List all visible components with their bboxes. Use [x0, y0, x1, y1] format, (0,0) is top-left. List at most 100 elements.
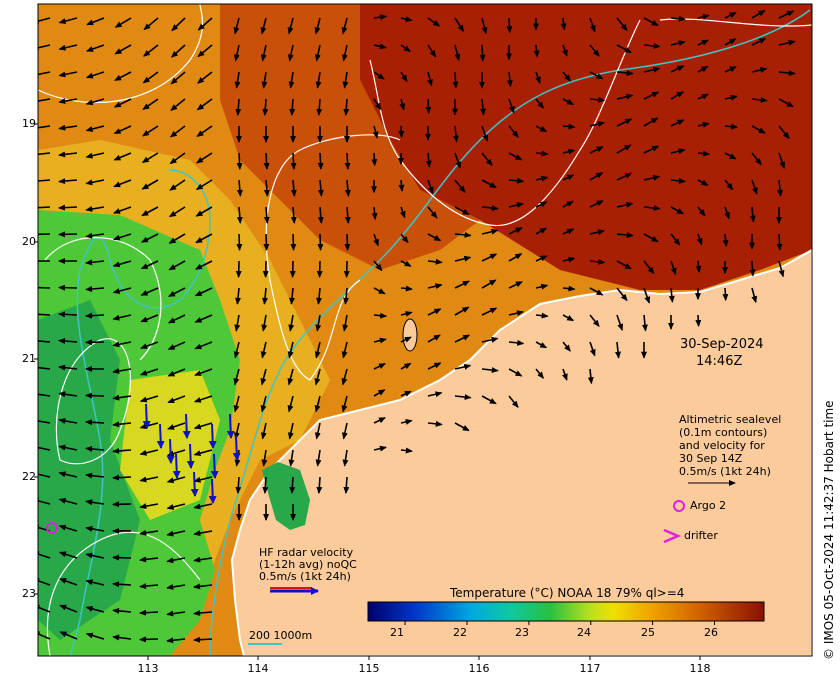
velocity-arrow — [314, 17, 321, 35]
velocity-arrow — [317, 233, 324, 251]
velocity-arrow — [38, 551, 51, 559]
velocity-arrow — [697, 65, 709, 73]
velocity-arrow — [697, 13, 710, 20]
velocity-arrow — [287, 368, 294, 386]
land-mainland — [230, 248, 812, 656]
velocity-arrow — [288, 449, 295, 467]
velocity-arrow — [171, 17, 186, 32]
velocity-arrow — [263, 206, 270, 224]
velocity-arrow — [561, 368, 568, 381]
colorbar-title: Temperature (°C) NOAA 18 79% ql>=4 — [450, 586, 685, 600]
velocity-arrow — [288, 71, 295, 89]
velocity-arrow — [427, 334, 441, 343]
velocity-arrow — [454, 394, 472, 401]
hf-arrow — [166, 438, 175, 464]
velocity-arrow — [343, 476, 350, 494]
bathy-contour-1000m — [69, 169, 211, 656]
velocity-arrow — [113, 125, 132, 135]
imos-credit: © IMOS 05-Oct-2024 11:42:37 Hobart time — [822, 400, 836, 660]
velocity-arrow — [589, 17, 596, 33]
velocity-arrow — [139, 636, 159, 643]
velocity-arrow — [85, 392, 105, 399]
velocity-arrow — [722, 287, 729, 302]
velocity-arrow — [427, 283, 443, 290]
velocity-arrow — [697, 179, 709, 187]
velocity-arrow — [508, 281, 523, 289]
velocity-arrow — [643, 117, 659, 127]
velocity-arrow — [114, 71, 132, 82]
sea-red-orange — [220, 4, 480, 270]
velocity-arrow — [169, 179, 186, 191]
velocity-arrow — [139, 449, 159, 456]
velocity-arrow — [193, 530, 213, 537]
velocity-arrow — [670, 65, 685, 73]
velocity-arrow — [722, 233, 729, 248]
velocity-arrow — [38, 604, 51, 613]
velocity-arrow — [668, 287, 675, 303]
velocity-arrow — [166, 610, 186, 617]
velocity-arrow — [778, 125, 790, 140]
velocity-arrow — [400, 44, 411, 52]
argo-float-marker — [46, 522, 58, 534]
velocity-arrow — [643, 260, 655, 275]
velocity-arrow — [400, 362, 412, 370]
velocity-arrow — [112, 287, 132, 294]
velocity-arrow — [670, 177, 686, 184]
velocity-arrow — [479, 44, 486, 62]
colorbar-tick-label: 25 — [641, 626, 655, 639]
velocity-arrow — [616, 44, 632, 54]
velocity-arrow — [316, 98, 323, 116]
velocity-arrow — [85, 206, 105, 212]
velocity-arrow — [616, 118, 633, 127]
velocity-arrow — [399, 206, 406, 219]
velocity-arrow — [778, 70, 796, 77]
velocity-arrow — [85, 259, 105, 266]
hf-arrow — [182, 413, 191, 439]
velocity-arrow — [262, 98, 269, 116]
velocity-arrow — [508, 125, 519, 138]
velocity-arrow — [778, 39, 796, 46]
velocity-arrow — [170, 44, 186, 58]
velocity-arrow — [234, 314, 241, 332]
velocity-arrow — [85, 286, 105, 292]
velocity-arrow — [341, 422, 348, 440]
velocity-arrow — [58, 284, 78, 291]
velocity-arrow — [112, 554, 132, 561]
velocity-arrow — [86, 17, 105, 26]
velocity-arrow — [112, 394, 132, 401]
velocity-arrow — [140, 314, 159, 323]
velocity-arrow — [287, 44, 294, 62]
velocity-arrow — [38, 71, 51, 78]
velocity-arrow — [751, 96, 768, 103]
velocity-arrow — [508, 202, 524, 208]
velocity-arrow — [85, 125, 105, 132]
velocity-arrow — [643, 42, 661, 49]
velocity-arrow — [535, 125, 548, 133]
velocity-arrow — [139, 368, 159, 376]
velocity-arrow — [141, 152, 159, 164]
velocity-arrow — [508, 227, 523, 235]
velocity-arrow — [643, 145, 660, 154]
velocity-arrow — [317, 179, 324, 197]
velocity-arrow — [400, 418, 413, 425]
velocity-arrow — [751, 287, 758, 304]
velocity-arrow — [143, 17, 159, 31]
velocity-arrow — [85, 472, 105, 479]
velocity-arrow — [400, 285, 413, 292]
velocity-arrow — [373, 260, 383, 272]
velocity-arrow — [38, 498, 51, 505]
x-tick-label: 117 — [579, 662, 601, 675]
velocity-arrow — [58, 364, 78, 371]
y-tick-label: 19 — [22, 117, 36, 130]
velocity-arrow — [425, 152, 432, 168]
velocity-arrow — [373, 337, 387, 344]
velocity-arrow — [58, 204, 78, 211]
velocity-arrow — [236, 152, 243, 170]
velocity-arrow — [344, 206, 351, 224]
hf-legend-line2: (1-12h avg) noQC — [259, 558, 357, 571]
altimetry-legend-line2: (0.1m contours) — [679, 426, 768, 439]
velocity-arrow — [195, 206, 213, 217]
y-tick-marks — [34, 123, 38, 595]
velocity-arrow — [139, 476, 159, 483]
bathy-contour-200m — [209, 9, 811, 656]
